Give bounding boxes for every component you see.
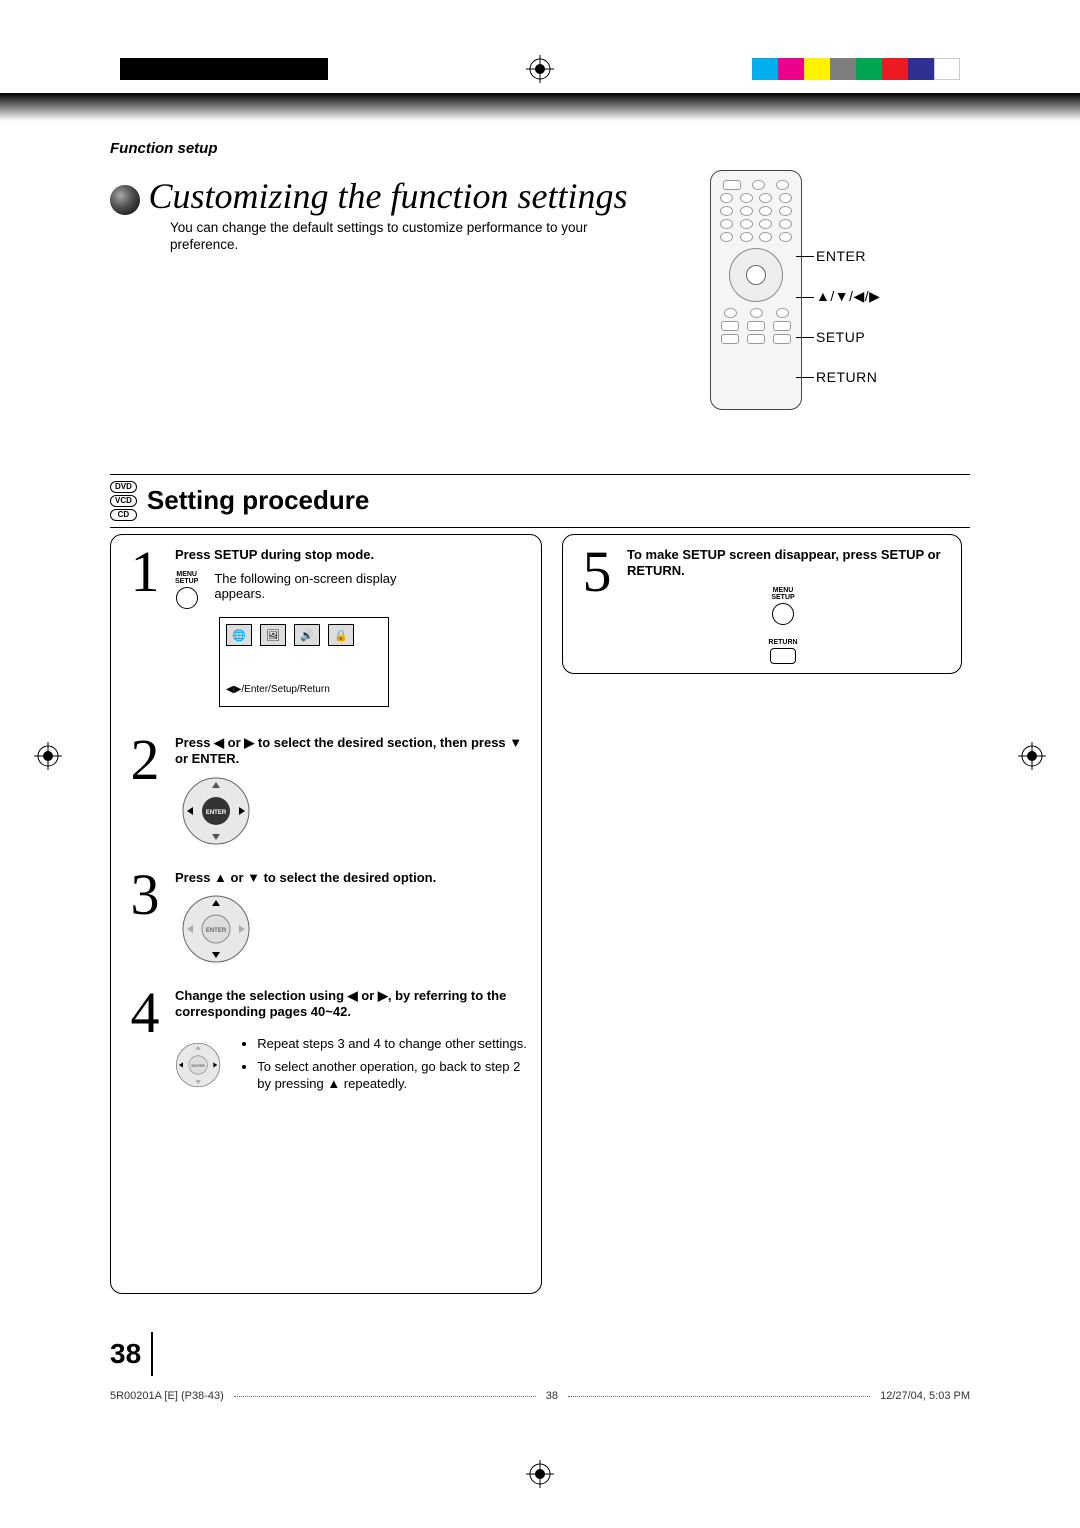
svg-text:ENTER: ENTER (206, 810, 227, 816)
step-title: Press ▲ or ▼ to select the desired optio… (175, 870, 527, 886)
badge-cd: CD (110, 509, 137, 521)
page-title: Customizing the function settings (148, 176, 627, 216)
footer-right: 12/27/04, 5:03 PM (880, 1390, 970, 1402)
step-number: 4 (125, 988, 165, 1101)
enter-dpad-icon: ENTER (175, 1030, 221, 1100)
callout-enter: ENTER (816, 248, 880, 264)
registration-mark-icon (1018, 742, 1046, 770)
title-bullet-icon (110, 185, 140, 215)
remote-body (710, 170, 802, 410)
enter-dpad-icon: ENTER (181, 894, 251, 964)
osd-footer: ◀▶/Enter/Setup/Return (226, 684, 382, 695)
step-body-text: The following on-screen display appears. (214, 571, 444, 601)
osd-language-icon: 🌐 (226, 624, 252, 646)
step-title: Press SETUP during stop mode. (175, 547, 527, 563)
osd-screen: 🌐 🖼 🔊 🔒 ◀▶/Enter/Setup/Return (219, 617, 389, 707)
steps-right-column: 5 To make SETUP screen disappear, press … (562, 534, 962, 674)
bullet-item: Repeat steps 3 and 4 to change other set… (257, 1036, 527, 1053)
bullet-item: To select another operation, go back to … (257, 1059, 527, 1093)
step-3: 3 Press ▲ or ▼ to select the desired opt… (125, 870, 527, 964)
step-bullets: Repeat steps 3 and 4 to change other set… (241, 1036, 527, 1099)
disc-badges: DVD VCD CD (110, 481, 137, 521)
svg-text:ENTER: ENTER (206, 928, 227, 934)
procedure-heading-row: DVD VCD CD Setting procedure (110, 474, 970, 528)
badge-dvd: DVD (110, 481, 137, 493)
step-5: 5 To make SETUP screen disappear, press … (577, 547, 947, 665)
step-4: 4 Change the selection using ◀ or ▶, by … (125, 988, 527, 1101)
svg-text:ENTER: ENTER (191, 1063, 205, 1068)
reg-swatches-left (120, 58, 328, 80)
callout-arrows: ▲/▼/◀/▶ (816, 288, 880, 305)
setup-button-icon: MENU SETUP (175, 571, 198, 609)
steps-left-column: 1 Press SETUP during stop mode. MENU SET… (110, 534, 542, 1294)
footer-left: 5R00201A [E] (P38-43) (110, 1390, 224, 1402)
step-2: 2 Press ◀ or ▶ to select the desired sec… (125, 735, 527, 846)
step-title: Press ◀ or ▶ to select the desired secti… (175, 735, 527, 768)
print-footer: 5R00201A [E] (P38-43) 38 12/27/04, 5:03 … (110, 1390, 970, 1402)
step-title: To make SETUP screen disappear, press SE… (627, 547, 947, 580)
remote-callouts: ENTER ▲/▼/◀/▶ SETUP RETURN (816, 248, 880, 410)
gradient-bar (0, 93, 1080, 121)
osd-audio-icon: 🔊 (294, 624, 320, 646)
footer-center: 38 (546, 1390, 558, 1402)
procedure-heading: Setting procedure (147, 485, 369, 516)
step-number: 2 (125, 735, 165, 846)
return-button-icon: RETURN (627, 639, 939, 664)
osd-parental-icon: 🔒 (328, 624, 354, 646)
step-1: 1 Press SETUP during stop mode. MENU SET… (125, 547, 527, 711)
registration-mark-icon (526, 1460, 554, 1488)
remote-dpad-icon (729, 248, 783, 302)
step-title: Change the selection using ◀ or ▶, by re… (175, 988, 527, 1021)
callout-return: RETURN (816, 369, 880, 385)
registration-mark-icon (34, 742, 62, 770)
step-number: 5 (577, 547, 617, 665)
step-number: 1 (125, 547, 165, 711)
page-content: Function setup Customizing the function … (110, 140, 970, 1440)
reg-swatches-right (752, 58, 960, 80)
registration-mark-icon (526, 55, 554, 83)
enter-dpad-icon: ENTER (181, 776, 251, 846)
osd-picture-icon: 🖼 (260, 624, 286, 646)
steps-columns: 1 Press SETUP during stop mode. MENU SET… (110, 534, 970, 1294)
badge-vcd: VCD (110, 495, 137, 507)
section-label: Function setup (110, 140, 970, 157)
registration-bar (0, 55, 1080, 83)
callout-setup: SETUP (816, 329, 880, 345)
page-number: 38 (110, 1338, 141, 1370)
setup-button-icon: MENU SETUP (627, 587, 939, 625)
intro-text: You can change the default settings to c… (170, 219, 640, 254)
step-number: 3 (125, 870, 165, 964)
remote-illustration: ENTER ▲/▼/◀/▶ SETUP RETURN (710, 170, 970, 410)
